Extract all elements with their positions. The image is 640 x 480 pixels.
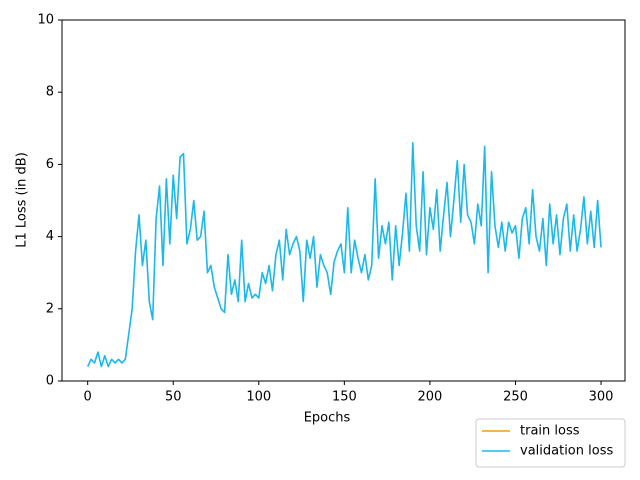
x-axis-label: Epochs bbox=[304, 411, 351, 426]
y-tick-label: 4 bbox=[46, 229, 54, 244]
y-axis-label: L1 Loss (in dB) bbox=[15, 152, 30, 248]
x-tick-label: 150 bbox=[332, 390, 357, 405]
legend-box bbox=[475, 418, 626, 468]
x-tick-label: 300 bbox=[589, 390, 614, 405]
legend-label: validation loss bbox=[520, 444, 613, 459]
y-tick-label: 10 bbox=[37, 13, 54, 28]
y-tick-label: 2 bbox=[46, 301, 54, 316]
x-tick-label: 0 bbox=[84, 390, 92, 405]
line bbox=[86, 141, 602, 368]
y-tick-label: 0 bbox=[46, 374, 54, 389]
plot-frame bbox=[61, 19, 626, 382]
x-tick-label: 200 bbox=[418, 390, 443, 405]
y-tick-label: 6 bbox=[46, 157, 54, 172]
legend-label: train loss bbox=[520, 424, 580, 439]
x-tick-label: 50 bbox=[165, 390, 182, 405]
y-tick-label: 8 bbox=[46, 85, 54, 100]
x-tick-label: 100 bbox=[246, 390, 271, 405]
x-tick-label: 250 bbox=[503, 390, 528, 405]
